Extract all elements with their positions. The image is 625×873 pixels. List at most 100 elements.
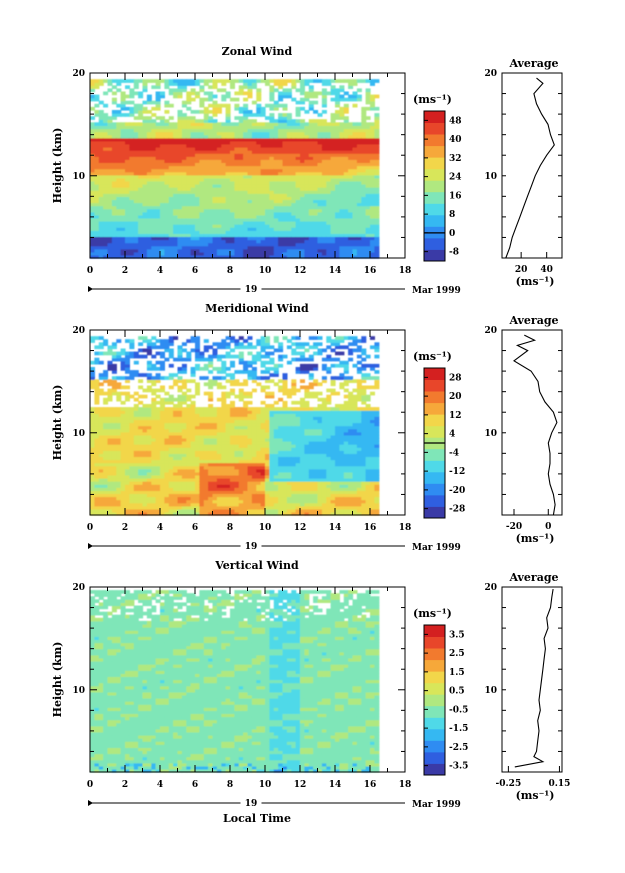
- heatmap-cell: [260, 248, 266, 253]
- heatmap-cell: [278, 147, 284, 151]
- heatmap-cell: [234, 177, 240, 182]
- heatmap-cell: [186, 184, 192, 188]
- heatmap-cell: [160, 137, 165, 142]
- heatmap-cell: [321, 242, 327, 247]
- heatmap-cell: [125, 254, 130, 259]
- heatmap-cell: [352, 162, 358, 167]
- heatmap-cell: [295, 119, 301, 123]
- heatmap-cell: [326, 224, 332, 228]
- heatmap-cell: [308, 106, 314, 111]
- heatmap-cell: [181, 236, 187, 241]
- heatmap-cell: [300, 147, 305, 151]
- heatmap-cell: [199, 162, 205, 167]
- heatmap-cell: [107, 434, 113, 439]
- heatmap-cell: [321, 131, 327, 136]
- heatmap-cell: [133, 202, 139, 207]
- heatmap-cell: [177, 493, 183, 498]
- heatmap-cell: [282, 245, 288, 250]
- heatmap-cell: [120, 487, 126, 491]
- heatmap-cell: [181, 379, 187, 383]
- heatmap-cell: [125, 397, 130, 402]
- heatmap-cell: [247, 165, 253, 170]
- heatmap-cell: [208, 453, 214, 457]
- heatmap-cell: [203, 245, 209, 250]
- heatmap-cell: [326, 91, 332, 96]
- heatmap-cell: [190, 119, 196, 123]
- heatmap-cell: [216, 110, 222, 114]
- heatmap-cell: [339, 205, 345, 210]
- heatmap-cell: [138, 174, 144, 179]
- heatmap-cell: [146, 251, 152, 256]
- heatmap-cell: [352, 82, 358, 86]
- heatmap-cell: [278, 171, 284, 176]
- heatmap-cell: [181, 511, 187, 516]
- heatmap-cell: [142, 140, 148, 145]
- heatmap-cell: [216, 425, 222, 430]
- heatmap-cell: [142, 447, 148, 451]
- heatmap-cell: [225, 131, 231, 136]
- heatmap-cell: [186, 505, 192, 510]
- heatmap-cell: [304, 131, 310, 136]
- heatmap-cell: [190, 177, 196, 182]
- heatmap-cell: [138, 394, 144, 399]
- heatmap-cell: [90, 168, 95, 173]
- heatmap-cell: [98, 416, 104, 420]
- heatmap-cell: [160, 465, 165, 470]
- heatmap-cell: [295, 211, 301, 216]
- heatmap-cell: [304, 97, 310, 102]
- heatmap-cell: [94, 131, 100, 136]
- heatmap-cell: [107, 348, 113, 353]
- heatmap-cell: [133, 425, 139, 430]
- heatmap-cell: [103, 236, 109, 241]
- heatmap-cell: [160, 239, 165, 244]
- heatmap-cell: [251, 184, 257, 188]
- heatmap-cell: [168, 373, 174, 377]
- heatmap-cell: [164, 137, 170, 142]
- heatmap-cell: [370, 187, 375, 191]
- heatmap-cell: [300, 82, 305, 86]
- heatmap-cell: [177, 159, 183, 163]
- heatmap-cell: [203, 382, 209, 387]
- heatmap-cell: [160, 471, 165, 476]
- heatmap-cell: [111, 453, 117, 457]
- heatmap-cell: [177, 156, 183, 160]
- heatmap-cell: [111, 196, 117, 200]
- heatmap-cell: [98, 342, 104, 346]
- heatmap-cell: [177, 165, 183, 170]
- heatmap-cell: [155, 394, 161, 399]
- heatmap-cell: [243, 187, 249, 191]
- heatmap-cell: [234, 193, 240, 197]
- heatmap-cell: [238, 242, 244, 247]
- heatmap-cell: [361, 171, 367, 176]
- heatmap-cell: [321, 190, 327, 194]
- heatmap-cell: [308, 217, 314, 222]
- heatmap-cell: [225, 147, 231, 151]
- heatmap-cell: [295, 153, 301, 157]
- heatmap-cell: [125, 221, 130, 225]
- heatmap-cell: [225, 177, 231, 182]
- heatmap-cell: [317, 150, 323, 154]
- heatmap-cell: [199, 478, 205, 482]
- heatmap-cell: [374, 106, 380, 111]
- heatmap-cell: [356, 236, 362, 241]
- heatmap-cell: [291, 208, 297, 213]
- heatmap-cell: [107, 407, 113, 411]
- heatmap-cell: [181, 171, 187, 176]
- heatmap-cell: [295, 202, 301, 207]
- heatmap-cell: [94, 336, 100, 340]
- heatmap-cell: [321, 224, 327, 228]
- heatmap-cell: [186, 462, 192, 467]
- heatmap-cell: [278, 85, 284, 89]
- heatmap-cell: [282, 103, 288, 108]
- heatmap-cell: [313, 137, 319, 142]
- heatmap-cell: [125, 367, 130, 371]
- heatmap-cell: [133, 156, 139, 160]
- heatmap-cell: [155, 97, 161, 102]
- heatmap-cell: [256, 159, 262, 163]
- heatmap-cell: [230, 202, 235, 207]
- heatmap-cell: [116, 484, 122, 488]
- heatmap-cell: [300, 211, 305, 216]
- heatmap-cell: [151, 508, 157, 513]
- heatmap-cell: [107, 199, 113, 204]
- heatmap-cell: [90, 416, 95, 420]
